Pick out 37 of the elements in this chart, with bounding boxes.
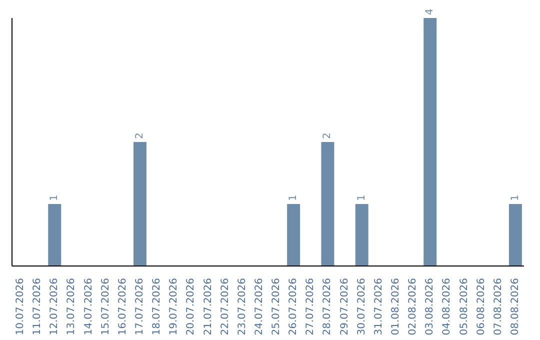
x-tick-label: 29.07.2026 (339, 278, 350, 336)
x-tick-label: 04.08.2026 (442, 278, 453, 336)
x-tick-label: 03.08.2026 (424, 278, 436, 336)
data-label: 1 (49, 194, 60, 201)
x-tick-label: 08.08.2026 (510, 278, 521, 336)
x-tick-label: 07.08.2026 (492, 278, 504, 336)
x-tick-label: 31.07.2026 (373, 278, 384, 336)
x-tick-label: 13.07.2026 (66, 278, 78, 336)
x-tick-label: 25.07.2026 (271, 278, 282, 336)
x-tick-label: 27.07.2026 (305, 278, 316, 336)
x-tick-label: 15.07.2026 (100, 278, 112, 336)
x-tick-label: 23.07.2026 (236, 278, 248, 336)
data-label: 2 (134, 132, 146, 139)
x-tick-label: 26.07.2026 (288, 278, 300, 336)
x-tick-label: 19.07.2026 (168, 278, 180, 336)
x-tick-label: 01.08.2026 (390, 278, 402, 336)
x-tick-label: 12.07.2026 (49, 278, 60, 336)
x-tick-label: 30.07.2026 (356, 278, 368, 336)
data-label: 1 (356, 194, 368, 201)
x-tick-label: 10.07.2026 (15, 278, 26, 336)
x-tick-label: 20.07.2026 (186, 278, 197, 336)
data-label: 1 (288, 194, 300, 201)
x-tick-label: 14.07.2026 (83, 278, 94, 336)
x-tick-label: 18.07.2026 (152, 278, 163, 336)
data-label: 1 (510, 194, 521, 201)
x-tick-label: 21.07.2026 (202, 278, 214, 336)
x-tick-label: 17.07.2026 (134, 278, 146, 336)
x-tick-label: 11.07.2026 (32, 278, 44, 336)
x-tick-label: 24.07.2026 (254, 278, 265, 336)
x-tick-label: 05.08.2026 (458, 278, 470, 336)
data-label: 2 (322, 132, 334, 139)
x-tick-label: 06.08.2026 (476, 278, 487, 336)
x-tick-label: 16.07.2026 (117, 278, 128, 336)
x-tick-label: 22.07.2026 (220, 278, 231, 336)
data-label: 4 (424, 8, 436, 15)
x-tick-label: 02.08.2026 (408, 278, 419, 336)
x-tick-label: 28.07.2026 (322, 278, 334, 336)
